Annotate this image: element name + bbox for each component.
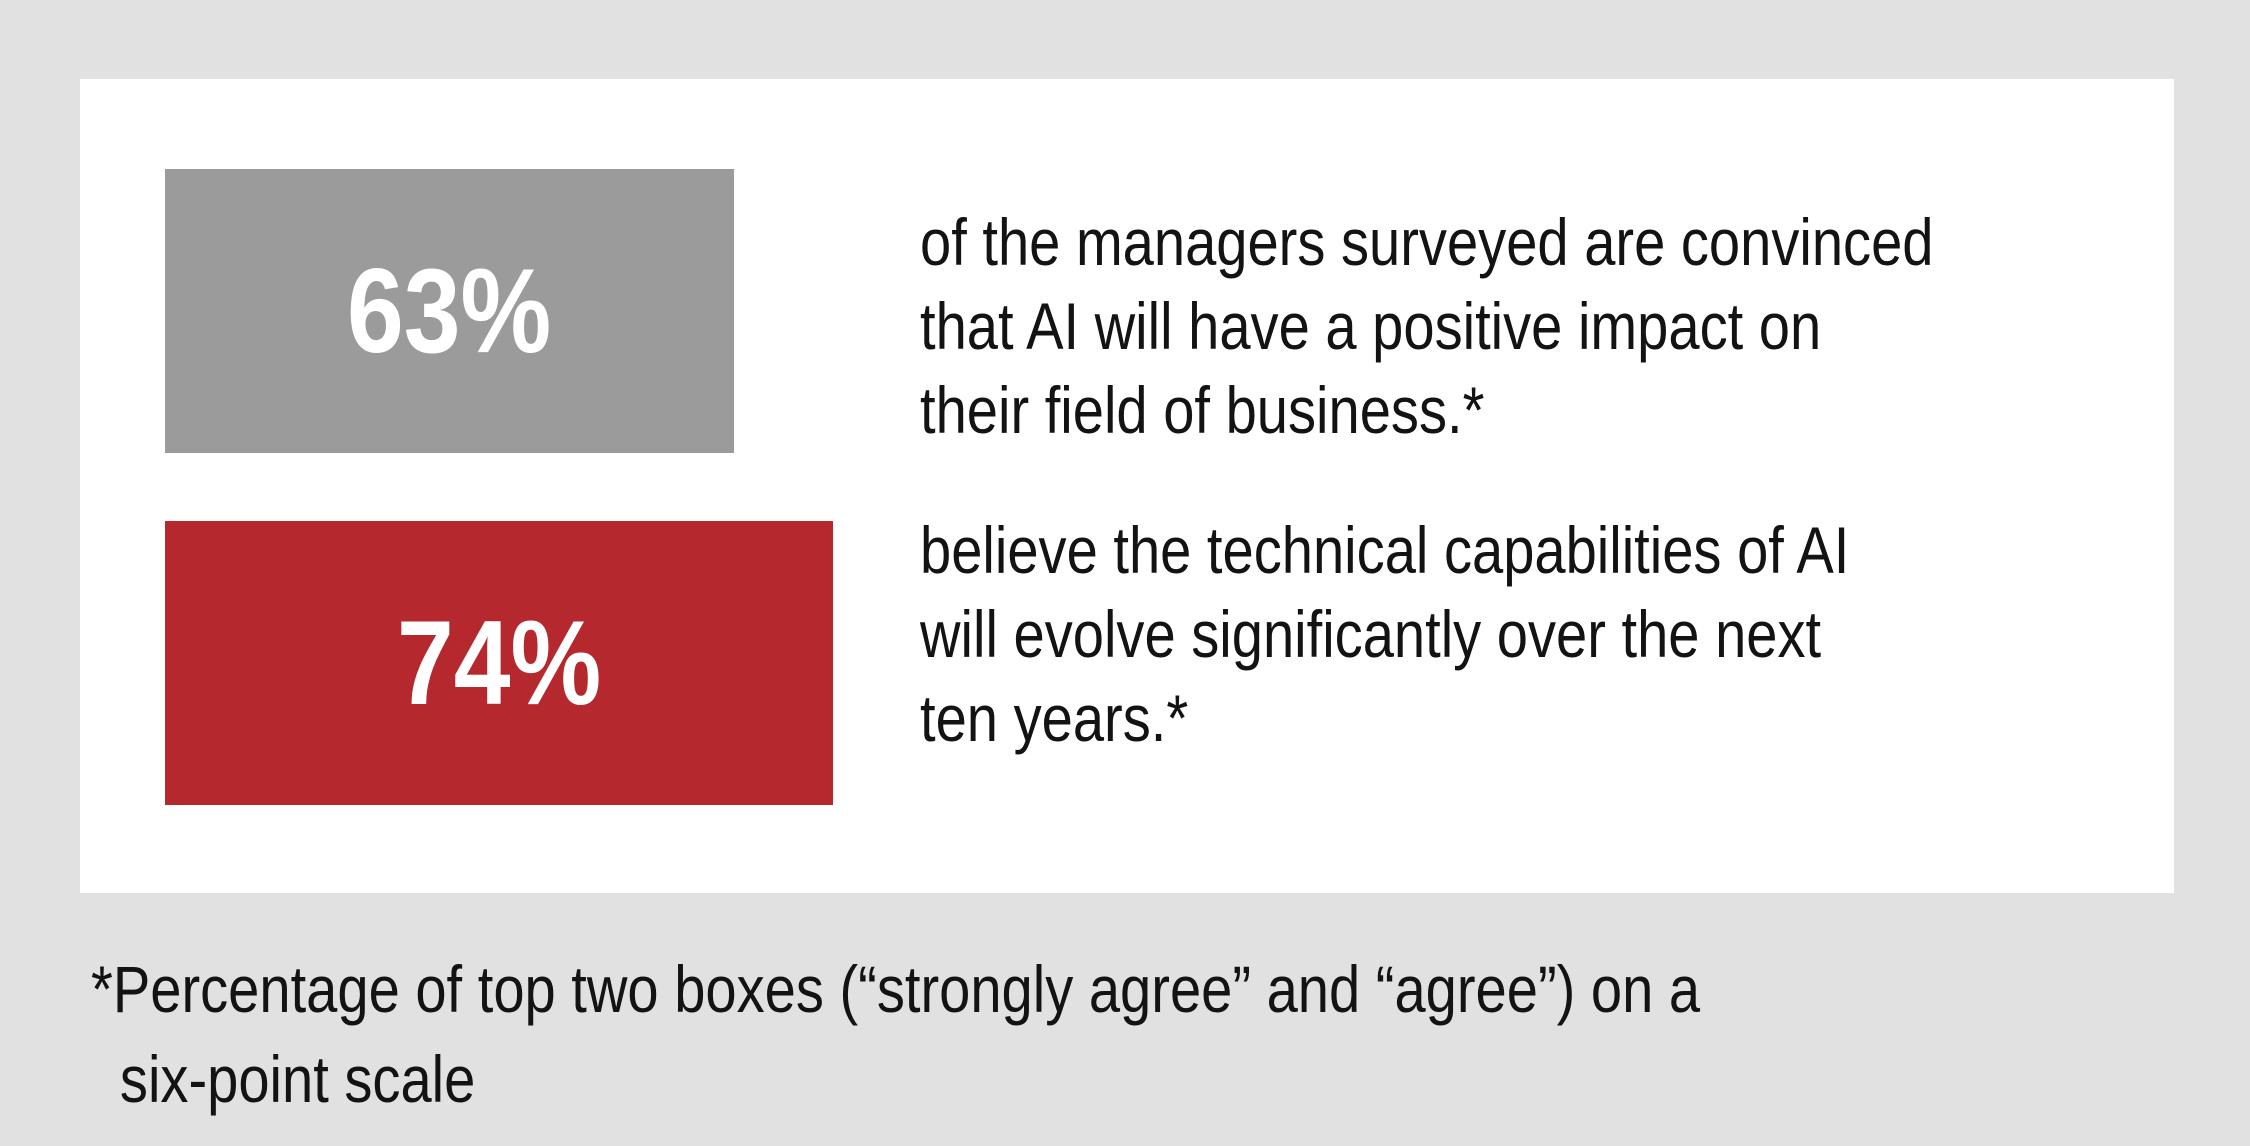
stat-description-line: believe the technical capabilities of AI [920, 513, 1850, 587]
stat-description-technical-evolution: believe the technical capabilities of AI… [920, 508, 2250, 760]
bar-74-percent: 74% [165, 521, 833, 805]
stat-value-74: 74% [396, 596, 602, 730]
footnote: *Percentage of top two boxes (“strongly … [91, 944, 2216, 1124]
stat-description-line: their field of business.* [920, 373, 1485, 447]
stat-value-63: 63% [347, 244, 552, 378]
stat-description-line: will evolve significantly over the next [920, 597, 1822, 671]
stat-description-line: of the managers surveyed are convinced [920, 205, 1934, 279]
stat-description-line: ten years.* [920, 681, 1189, 755]
bar-63-percent: 63% [165, 169, 734, 453]
stat-description-line: that AI will have a positive impact on [920, 289, 1822, 363]
stat-description-positive-impact: of the managers surveyed are convinced t… [920, 200, 2250, 452]
footnote-line: *Percentage of top two boxes (“strongly … [91, 952, 1701, 1026]
footnote-line: six-point scale [119, 1042, 476, 1116]
stats-card: 63% 74% of the managers surveyed are con… [80, 79, 2174, 893]
